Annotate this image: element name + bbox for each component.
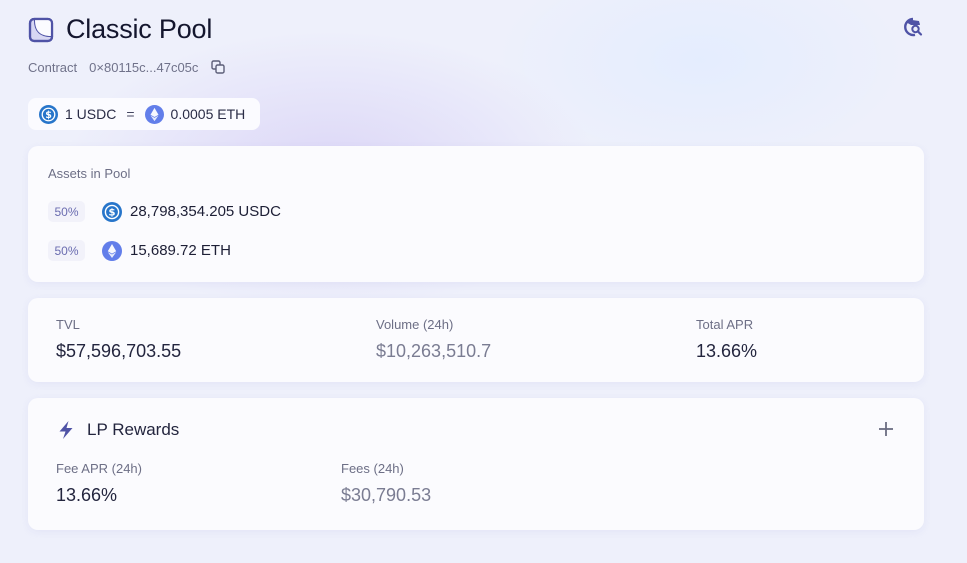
stat-label: Volume (24h): [376, 317, 454, 332]
usdc-icon: $: [102, 201, 122, 222]
asset-amount: 28,798,354.205 USDC: [130, 203, 281, 220]
page-title: Classic Pool: [66, 14, 213, 44]
pool-logo-icon: [28, 17, 54, 42]
stat-value: $57,596,703.55: [56, 341, 182, 361]
page-header: Classic Pool: [28, 14, 212, 45]
svg-text:$: $: [109, 207, 116, 218]
reward-fees-24h: Fees (24h) $30,790.53: [341, 461, 431, 506]
svg-text:$: $: [45, 109, 52, 120]
stat-label: TVL: [56, 317, 80, 332]
exchange-rate-chip: $ 1 USDC = 0.0005 ETH: [28, 98, 260, 130]
stat-value: 13.66%: [696, 341, 758, 361]
asset-row-usdc: 50% $ 28,798,354.205 USDC: [48, 201, 281, 222]
asset-row-eth: 50% 15,689.72 ETH: [48, 240, 231, 261]
reward-value: $30,790.53: [341, 485, 432, 505]
weight-badge: 50%: [48, 201, 85, 222]
assets-label: Assets in Pool: [48, 166, 131, 181]
stat-total-apr: Total APR 13.66%: [696, 317, 757, 362]
rate-equals: =: [126, 106, 135, 122]
reward-fee-apr: Fee APR (24h) 13.66%: [56, 461, 142, 506]
copy-icon[interactable]: [210, 59, 226, 75]
reward-label: Fees (24h): [341, 461, 404, 476]
stat-label: Total APR: [696, 317, 754, 332]
reward-label: Fee APR (24h): [56, 461, 142, 476]
lp-rewards-title: LP Rewards: [87, 420, 180, 439]
stat-volume-24h: Volume (24h) $10,263,510.7: [376, 317, 491, 362]
stat-tvl: TVL $57,596,703.55: [56, 317, 181, 362]
weight-badge: 50%: [48, 240, 85, 261]
globe-search-icon[interactable]: [902, 16, 924, 38]
lp-rewards-header: LP Rewards: [56, 420, 179, 440]
eth-icon: [102, 240, 122, 261]
contract-label: Contract: [28, 59, 78, 75]
pool-stats-card: TVL $57,596,703.55 Volume (24h) $10,263,…: [28, 298, 924, 382]
asset-amount: 15,689.72 ETH: [130, 242, 231, 259]
plus-icon[interactable]: [877, 420, 895, 438]
eth-icon: [144, 104, 164, 124]
contract-info: Contract 0×80115c...47c05c: [28, 59, 226, 75]
reward-value: 13.66%: [56, 485, 118, 505]
lp-rewards-card: LP Rewards Fee APR (24h) 13.66% Fees (24…: [28, 398, 924, 530]
rate-base-amount: 1 USDC: [65, 106, 117, 122]
rate-quote-amount: 0.0005 ETH: [170, 106, 246, 122]
stat-value: $10,263,510.7: [376, 341, 492, 361]
lightning-icon: [59, 421, 73, 439]
usdc-icon: $: [39, 104, 58, 124]
assets-in-pool-card: Assets in Pool 50% $ 28,798,354.205 USDC…: [28, 146, 924, 282]
contract-address: 0×80115c...47c05c: [89, 59, 199, 75]
